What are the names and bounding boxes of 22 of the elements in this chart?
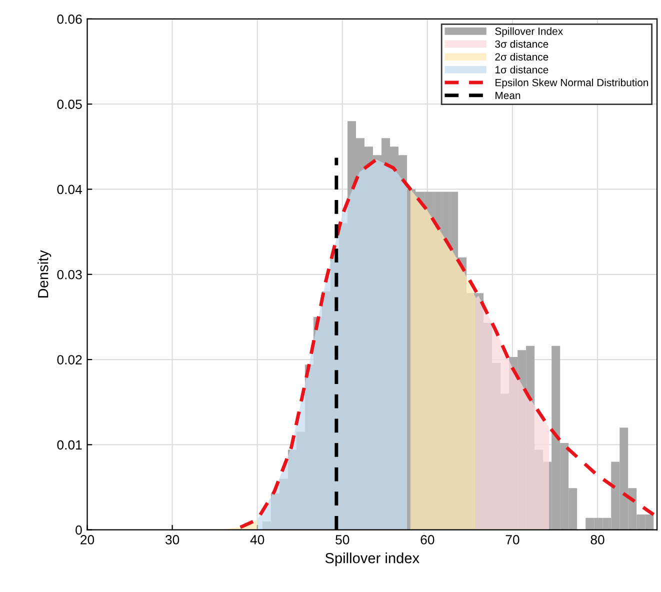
legend-label: Epsilon Skew Normal Distribution — [496, 78, 648, 88]
legend-label: 1σ distance — [496, 66, 548, 74]
y-tick-label: 0.03 — [57, 270, 82, 280]
y-tick-label: 0 — [76, 525, 82, 535]
y-tick-label: 0.01 — [57, 440, 82, 450]
y-tick-label: 0.04 — [57, 184, 82, 194]
y-tick-label: 0.05 — [57, 100, 82, 110]
x-tick-label: 30 — [165, 535, 180, 544]
x-axis-title: Spillover index — [325, 552, 420, 566]
x-tick-label: 80 — [590, 535, 604, 544]
y-tick-label: 0.06 — [57, 14, 82, 24]
x-tick-label: 20 — [80, 535, 94, 544]
legend-label: Spillover Index — [495, 27, 563, 37]
x-tick-label: 70 — [506, 535, 520, 544]
x-tick-label: 50 — [336, 535, 350, 544]
legend-label: 2σ distance — [495, 52, 548, 61]
y-tick-label: 0.02 — [57, 355, 82, 364]
x-tick-label: 40 — [250, 535, 264, 544]
legend-label: Mean — [496, 92, 520, 100]
y-axis-title: Density — [38, 250, 52, 298]
x-tick-label: 60 — [420, 535, 434, 544]
legend-label: 3σ distance — [495, 40, 548, 48]
